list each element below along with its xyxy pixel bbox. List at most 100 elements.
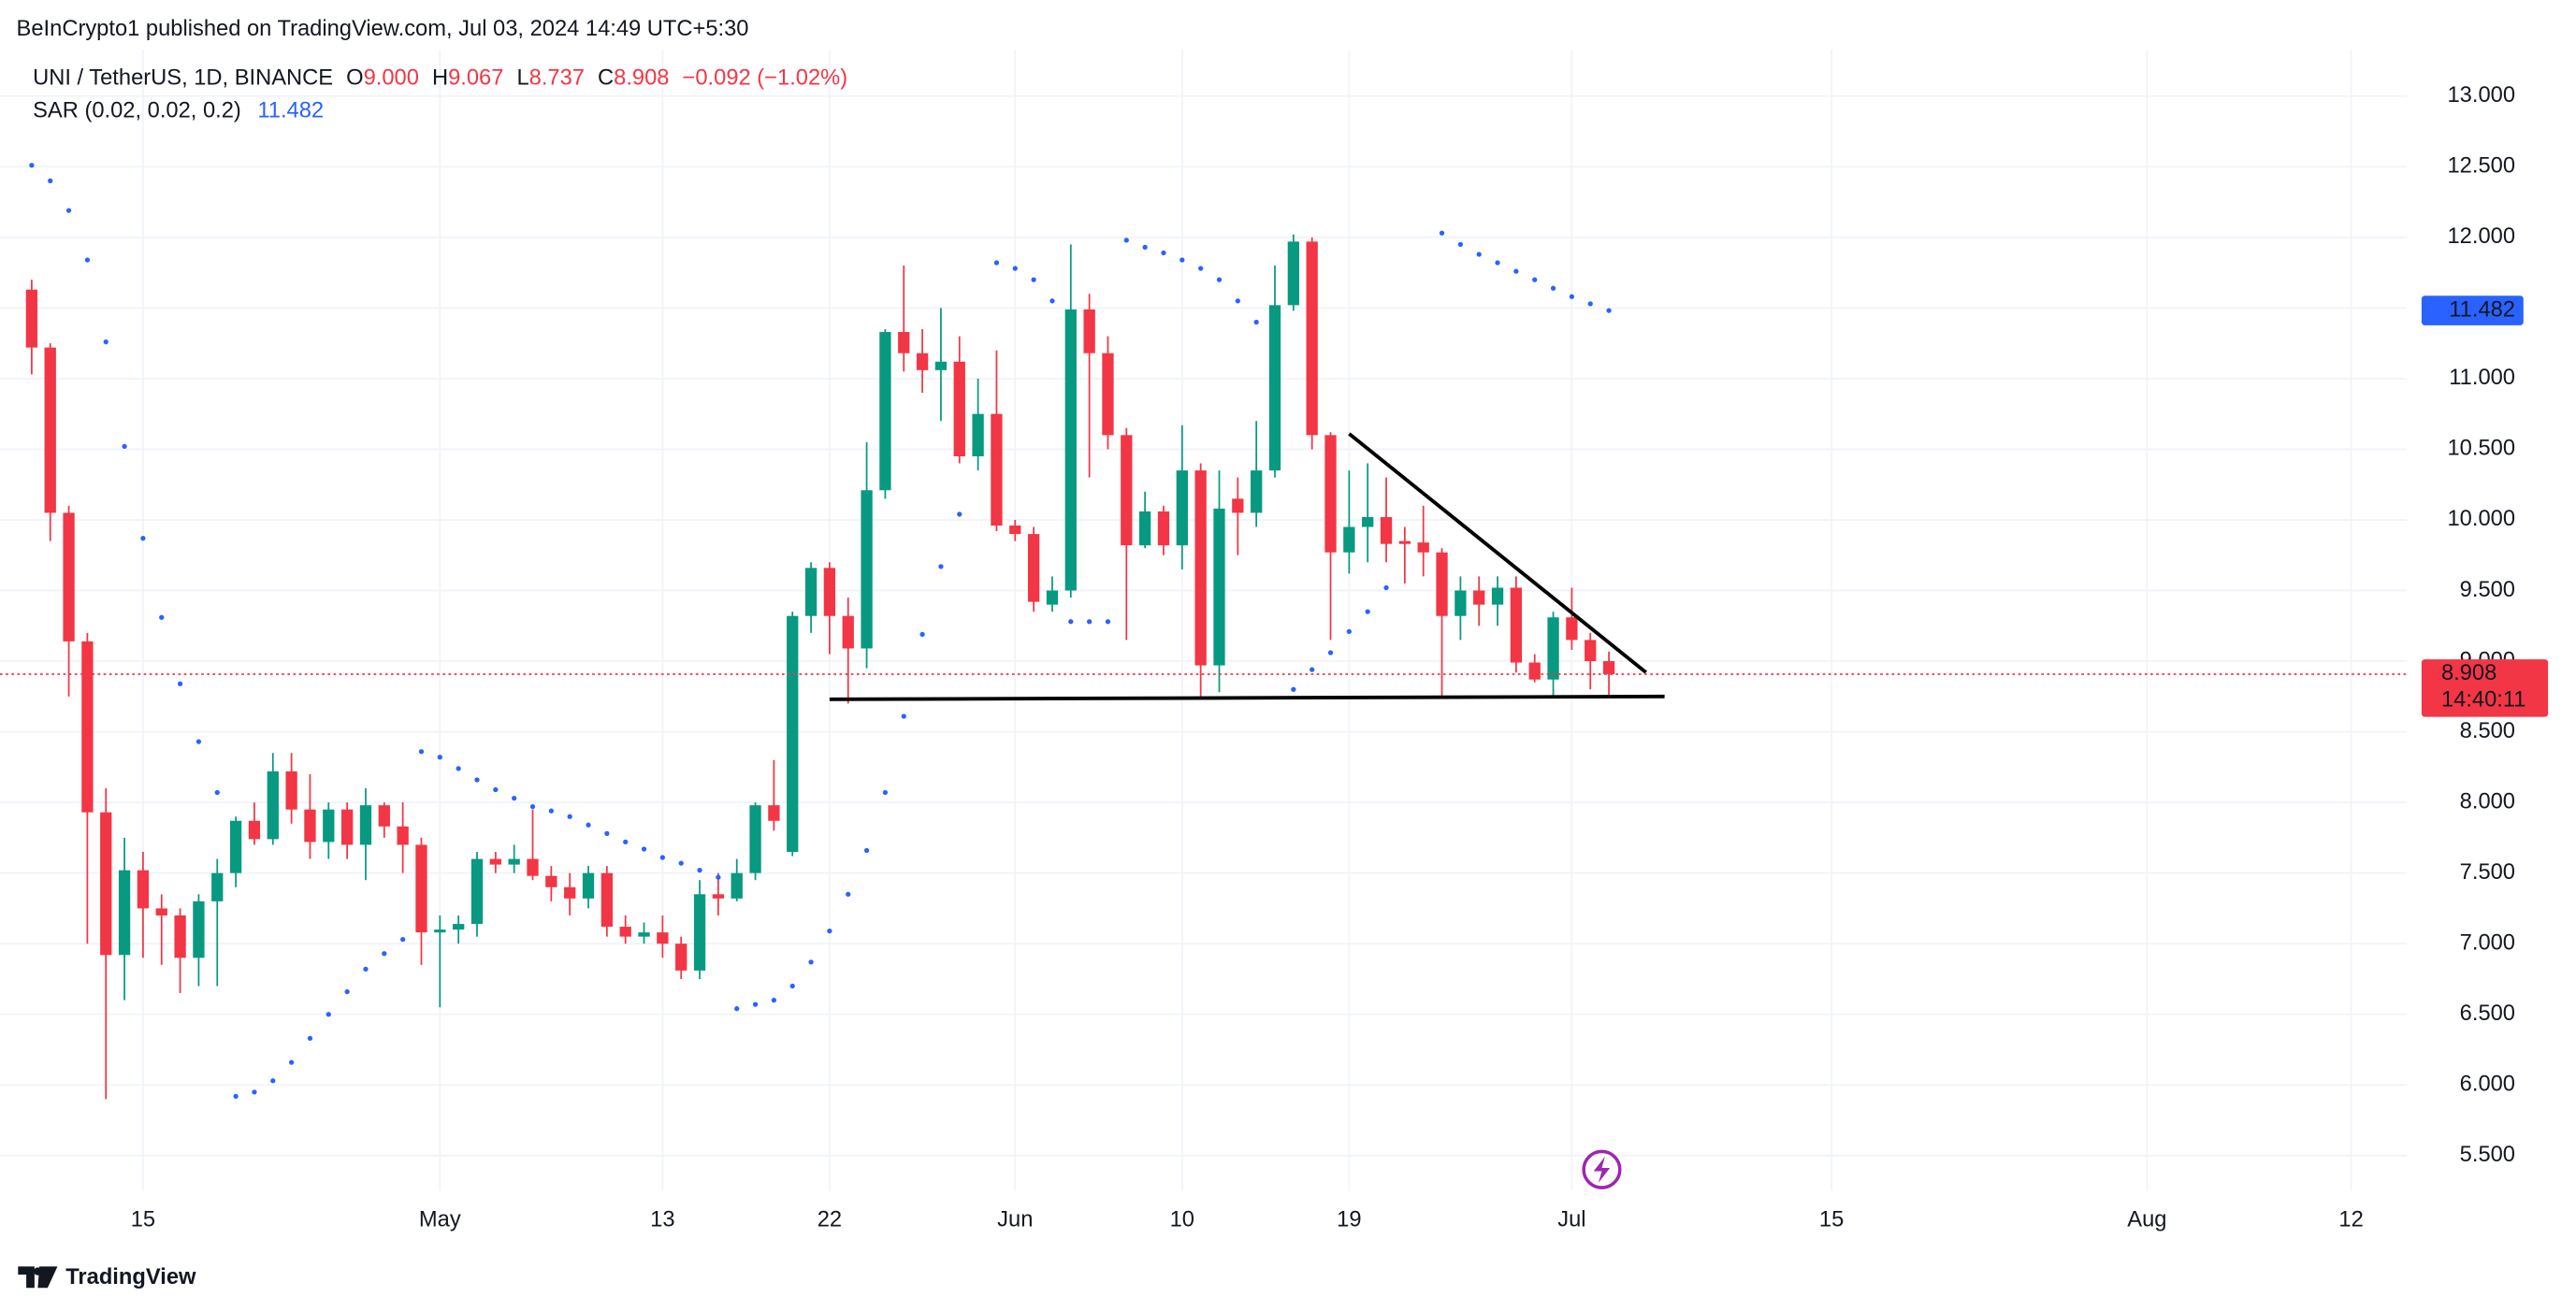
sar-dot <box>1457 241 1464 248</box>
candle-body <box>804 568 818 616</box>
candle-body <box>44 347 56 513</box>
x-tick-label: 19 <box>1337 1207 1361 1232</box>
sar-dot <box>659 855 665 860</box>
sar-dot <box>641 846 647 852</box>
ohlc-key: L <box>516 66 528 91</box>
sar-dot <box>65 208 72 213</box>
sar-dot <box>678 860 684 866</box>
sar-dot <box>48 178 53 184</box>
candle-body <box>564 886 576 899</box>
y-tick-label: 8.000 <box>2460 789 2515 814</box>
candle-body <box>731 872 743 899</box>
y-tick-label: 11.000 <box>2449 366 2515 390</box>
candle-body <box>1380 516 1393 544</box>
sar-dot <box>307 1035 313 1042</box>
y-tick-label: 10.000 <box>2448 507 2516 531</box>
sar-dot <box>1161 250 1166 256</box>
sar-dot <box>177 681 183 686</box>
y-tick-label: 12.500 <box>2448 154 2516 179</box>
y-tick-label: 6.000 <box>2460 1073 2515 1097</box>
sar-dot <box>1105 619 1111 625</box>
candle-body <box>340 809 354 845</box>
candle-body <box>137 870 150 909</box>
y-tick-label: 8.500 <box>2460 719 2515 743</box>
candle-body <box>1121 435 1133 546</box>
x-tick-label: Jun <box>997 1207 1033 1232</box>
candle-body <box>768 805 780 821</box>
sar-dot <box>363 966 369 972</box>
candle-body <box>545 875 557 887</box>
sar-dot <box>623 839 629 845</box>
sar-dot <box>233 1093 239 1099</box>
sar-dot <box>752 1001 759 1007</box>
candle-body <box>267 771 279 840</box>
candle-body <box>323 809 335 843</box>
sar-dot <box>1569 294 1575 299</box>
trendline <box>1348 432 1647 674</box>
candle-body <box>118 870 131 956</box>
countdown: 14:40:11 <box>2441 687 2526 712</box>
y-tick-label: 7.500 <box>2460 860 2515 885</box>
sar-dot <box>716 874 721 880</box>
candle-body <box>1232 498 1244 513</box>
x-tick-label: Aug <box>2127 1207 2166 1232</box>
candle-body <box>823 568 836 616</box>
candle-body <box>193 900 205 958</box>
trendline <box>829 694 1665 701</box>
candle-body <box>1491 587 1504 605</box>
candle-body <box>1027 534 1040 602</box>
candle-body <box>972 413 984 456</box>
sar-dot <box>993 260 1000 266</box>
sar-value: 11.482 <box>257 99 324 123</box>
x-tick-label: 13 <box>650 1207 674 1232</box>
candle-body <box>842 615 854 649</box>
ohlc-value: 8.908 <box>614 66 669 91</box>
sar-dot <box>1253 319 1259 325</box>
sar-dot <box>1198 266 1204 271</box>
candle-body <box>1547 617 1559 680</box>
sar-price-label: 11.482 <box>2449 297 2515 322</box>
sar-dot <box>1068 619 1074 625</box>
last-price-box <box>2421 659 2549 717</box>
logo-mark <box>18 1266 58 1289</box>
sar-dot <box>882 789 889 796</box>
sar-dot <box>456 766 461 771</box>
y-tick-label: 6.500 <box>2460 1001 2515 1026</box>
sar-dot <box>474 777 480 783</box>
sar-dot <box>1031 277 1036 282</box>
candle-body <box>1454 590 1467 616</box>
x-tick-label: Jul <box>1557 1207 1585 1232</box>
candle-body <box>693 894 706 971</box>
lightning-icon[interactable] <box>1582 1149 1622 1189</box>
sar-dot <box>771 997 777 1003</box>
y-tick-label: 5.500 <box>2460 1143 2515 1167</box>
candle-body <box>508 858 520 865</box>
icon-bolt[interactable] <box>1593 1156 1611 1183</box>
sar-dot <box>1216 277 1223 282</box>
sar-dot <box>1587 301 1593 307</box>
sar-dot <box>567 814 572 819</box>
sar-dot <box>1513 268 1519 274</box>
sar-dot <box>1495 260 1500 266</box>
sar-dot <box>1550 285 1556 291</box>
brand: TradingView <box>65 1265 196 1289</box>
candle-body <box>1398 540 1411 544</box>
sar-dot <box>1365 609 1370 614</box>
candle-body <box>470 858 484 925</box>
candle-body <box>601 872 614 928</box>
candle-body <box>749 805 761 873</box>
candle-body <box>81 641 94 813</box>
x-tick-label: 15 <box>1819 1207 1844 1232</box>
candle-body <box>1176 470 1188 546</box>
sar-dot <box>604 830 610 836</box>
sar-dot <box>84 257 91 263</box>
sar-dot <box>1086 619 1093 625</box>
legend-ohlc: UNI / TetherUS, 1D, BINANCE O9.000 H9.067 L… <box>33 66 847 91</box>
y-tick-label: 13.000 <box>2448 83 2516 108</box>
sar-dot <box>789 983 795 989</box>
ohlc-value: 9.067 <box>448 66 503 91</box>
candle-body <box>712 894 725 899</box>
candle-body <box>1102 353 1114 436</box>
